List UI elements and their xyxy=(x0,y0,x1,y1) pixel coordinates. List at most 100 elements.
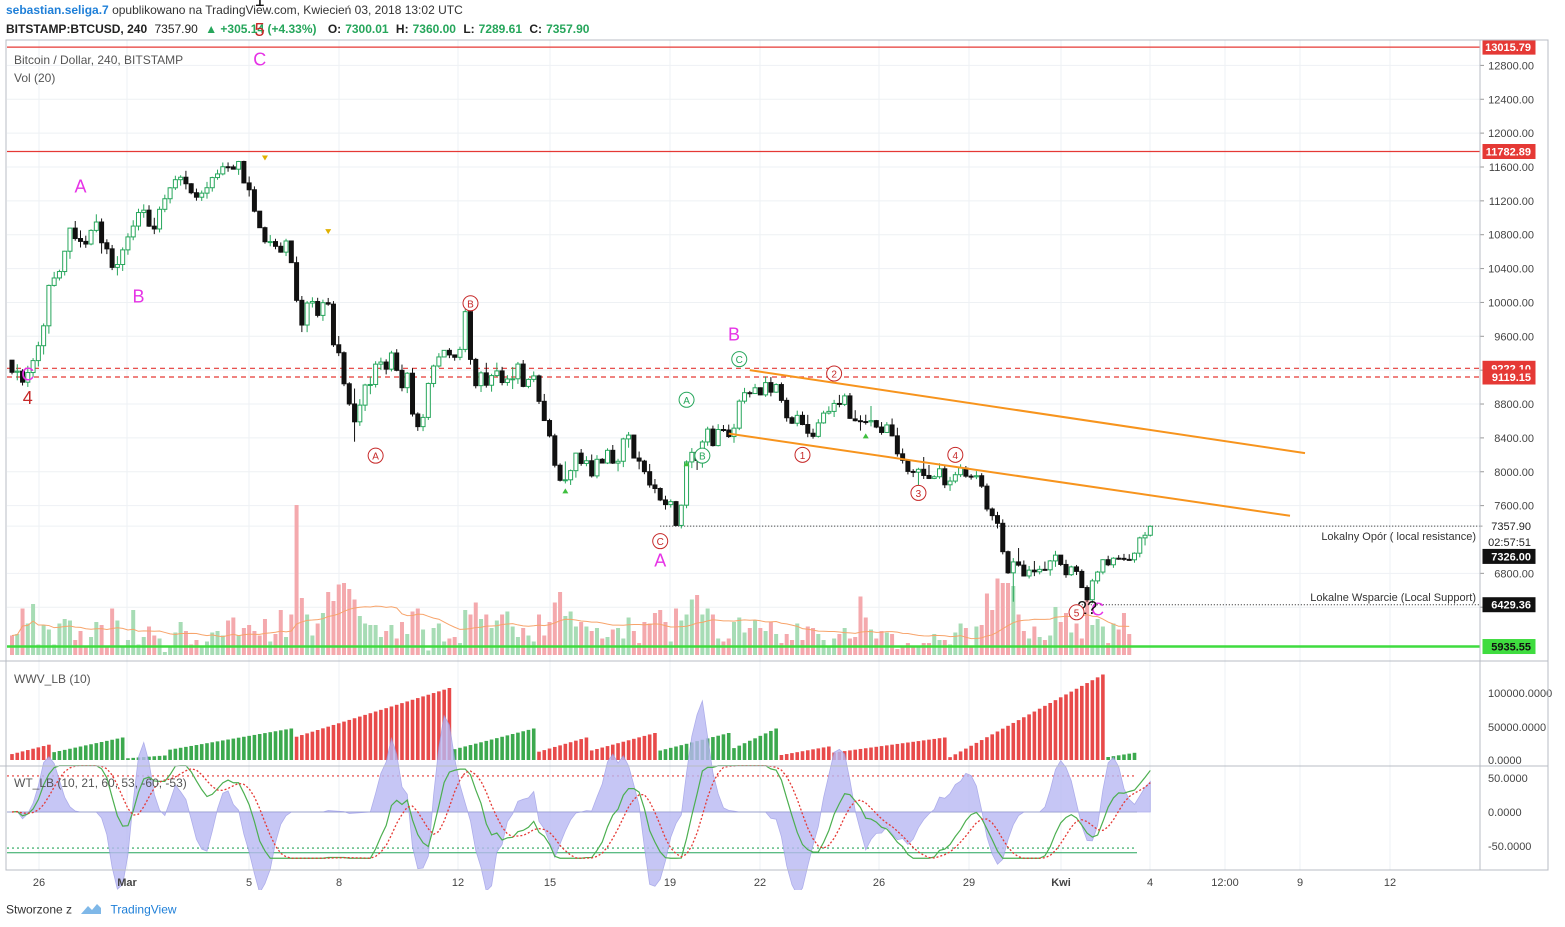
volume-bar xyxy=(695,595,700,655)
candle xyxy=(873,420,879,428)
candle xyxy=(1037,568,1043,573)
volume-bar xyxy=(436,623,441,655)
volume-bar xyxy=(900,647,905,655)
candle xyxy=(568,470,574,481)
candle xyxy=(562,479,568,482)
candle xyxy=(842,395,848,405)
wave-label: B xyxy=(728,325,740,345)
chart-title: Bitcoin / Dollar, 240, BITSTAMP xyxy=(14,53,183,67)
wwv-bar xyxy=(990,734,995,760)
wwv-bar xyxy=(758,735,763,760)
volume-bar xyxy=(884,632,889,655)
volume-bar xyxy=(199,646,204,655)
wt-signal-line xyxy=(11,765,1151,859)
volume-bar xyxy=(616,628,621,655)
volume-bar xyxy=(431,628,436,655)
candle xyxy=(56,271,62,279)
volume-bar xyxy=(347,589,352,655)
wt-area xyxy=(7,699,1151,890)
wwv-bar xyxy=(1011,722,1016,760)
candle xyxy=(879,426,885,433)
wwv-bar xyxy=(1016,720,1021,760)
candle xyxy=(742,392,748,402)
wwv-bar xyxy=(805,750,810,760)
wwv-bar xyxy=(800,751,805,760)
volume-bar xyxy=(779,643,784,655)
volume-bar xyxy=(837,634,842,655)
volume-bar xyxy=(294,505,299,655)
volume-bar xyxy=(510,626,515,655)
wwv-bar xyxy=(458,747,462,760)
candle xyxy=(483,372,489,386)
volume-bar xyxy=(494,620,499,655)
trend-line-lower xyxy=(728,432,1291,517)
volume-bar xyxy=(1048,635,1053,655)
candle xyxy=(225,166,231,169)
wwv-bar xyxy=(394,704,399,760)
volume-bar xyxy=(168,647,173,655)
wwv-bar xyxy=(547,748,552,760)
volume-bar xyxy=(152,635,157,655)
wwv-bar xyxy=(811,749,815,760)
candle xyxy=(420,416,426,428)
candle xyxy=(910,470,916,473)
wwv-bar xyxy=(152,756,157,760)
tradingview-link[interactable]: TradingView xyxy=(110,902,177,917)
volume-bar xyxy=(357,616,362,655)
candle xyxy=(462,311,468,350)
wwv-bar xyxy=(774,728,778,760)
candle xyxy=(1052,554,1058,562)
last-price: 7357.90 xyxy=(154,22,198,36)
candle xyxy=(815,422,821,437)
wwv-bar xyxy=(958,751,963,760)
wwv-bar xyxy=(315,730,320,760)
symbol-info: BITSTAMP:BTCUSD, 240 7357.90 ▲ +305.14 (… xyxy=(6,22,593,36)
candle xyxy=(141,209,147,214)
candle xyxy=(715,429,721,447)
wwv-bar xyxy=(1101,674,1105,760)
volume-bar xyxy=(399,622,404,655)
trend-lines xyxy=(728,369,1306,517)
volume-bar xyxy=(15,634,20,655)
wwv-bar xyxy=(447,688,452,760)
wwv-bar xyxy=(358,716,362,760)
candle xyxy=(88,229,94,245)
candle xyxy=(104,242,110,250)
volume-bar xyxy=(62,619,67,655)
volume-bar xyxy=(753,620,758,655)
wwv-bar xyxy=(885,745,889,760)
wwv-bar xyxy=(205,743,209,760)
wwv-bar xyxy=(421,696,425,760)
volume-bar xyxy=(1064,613,1068,655)
candle xyxy=(193,192,199,198)
volume-bar xyxy=(710,614,715,655)
candle xyxy=(578,452,584,464)
volume-bar xyxy=(83,647,88,655)
candle xyxy=(452,354,458,358)
candle xyxy=(373,363,379,385)
author-link[interactable]: sebastian.seliga.7 xyxy=(6,3,109,17)
candle xyxy=(504,378,510,384)
candle xyxy=(905,459,911,472)
candle xyxy=(1132,552,1138,561)
price-chart[interactable]: Lokalny Opór ( local resistance) Lokalne … xyxy=(0,0,1565,890)
candle xyxy=(267,241,273,244)
wwv-bar xyxy=(252,734,257,760)
wwv-bar xyxy=(668,747,673,760)
price-tick-label: 6800.00 xyxy=(1494,568,1534,580)
wwv-bar xyxy=(616,743,620,760)
wave-circle-label: B xyxy=(699,452,706,463)
wwv-bar xyxy=(126,758,130,760)
volume-bar xyxy=(278,610,283,655)
candle xyxy=(1042,568,1048,571)
candle xyxy=(278,245,284,253)
volume-bar xyxy=(31,604,36,655)
volume-bar xyxy=(36,644,41,655)
time-tick-label: 4 xyxy=(1147,877,1153,889)
volume-bar xyxy=(1006,583,1011,655)
candle xyxy=(1079,570,1085,589)
candle xyxy=(752,387,758,395)
wwv-bar xyxy=(1037,708,1042,760)
wwv-bar xyxy=(331,724,336,760)
candle xyxy=(1137,537,1143,554)
